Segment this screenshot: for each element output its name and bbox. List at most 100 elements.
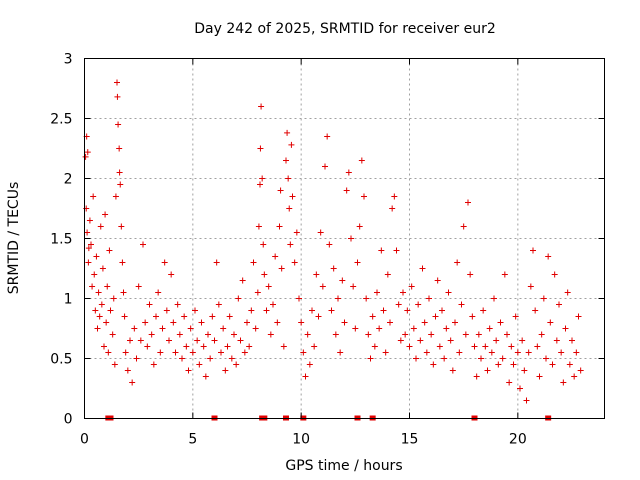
data-point <box>90 193 97 200</box>
data-point <box>469 313 476 320</box>
data-point <box>280 343 287 350</box>
data-point <box>332 331 339 338</box>
data-point <box>478 355 484 362</box>
data-point <box>387 319 393 326</box>
data-point <box>252 325 259 332</box>
y-axis-label: SRMTID / TECUs <box>6 182 22 295</box>
data-point <box>428 331 435 338</box>
data-point <box>103 319 110 326</box>
x-tick-label: 0 <box>80 432 89 448</box>
data-point <box>287 241 294 248</box>
y-axis-ticks: 0 0.5 1 1.5 2 2.5 3 <box>50 52 605 428</box>
data-point <box>237 337 244 344</box>
data-point <box>517 385 523 392</box>
data-point <box>376 325 383 332</box>
data-point <box>112 193 119 200</box>
data-point <box>571 373 578 380</box>
data-point <box>111 361 118 368</box>
data-point <box>289 193 296 200</box>
data-point <box>86 217 93 224</box>
data-point <box>389 205 396 212</box>
data-point <box>410 325 417 332</box>
data-point <box>317 229 324 236</box>
data-point <box>348 235 354 242</box>
data-point <box>213 259 220 266</box>
data-point <box>380 307 387 314</box>
data-point <box>196 361 203 368</box>
data-point <box>569 337 575 344</box>
data-point <box>491 295 497 302</box>
data-point <box>415 301 422 308</box>
data-point <box>88 241 94 248</box>
data-point <box>378 247 385 254</box>
data-point <box>374 289 380 296</box>
data-point <box>189 349 196 356</box>
data-point <box>499 355 506 362</box>
data-point <box>89 283 96 290</box>
data-point <box>456 349 463 356</box>
data-point <box>551 271 558 278</box>
data-point <box>413 355 419 362</box>
data-point <box>121 313 128 320</box>
data-point <box>369 313 376 320</box>
y-tick-label: 3 <box>64 52 73 68</box>
data-point <box>443 325 450 332</box>
data-point <box>408 283 415 290</box>
data-point <box>393 247 400 254</box>
data-point <box>482 343 489 350</box>
data-point <box>272 253 279 260</box>
data-point <box>365 331 372 338</box>
data-point <box>495 361 502 368</box>
data-point <box>101 343 107 350</box>
data-point <box>122 349 129 356</box>
data-point <box>115 121 122 128</box>
data-point <box>235 295 242 302</box>
data-point <box>439 307 445 314</box>
data-point <box>324 133 331 140</box>
data-point <box>397 337 404 344</box>
data-point <box>205 331 211 338</box>
data-point <box>371 343 378 350</box>
data-point <box>384 271 391 278</box>
data-point <box>176 331 183 338</box>
data-point <box>259 175 266 182</box>
data-point <box>356 223 363 230</box>
data-point <box>155 289 162 296</box>
data-point <box>445 289 452 296</box>
data-point <box>315 313 322 320</box>
data-point <box>157 349 164 356</box>
data-point <box>475 331 482 338</box>
data-point <box>172 349 179 356</box>
data-point <box>547 319 554 326</box>
data-point <box>244 319 250 326</box>
data-point <box>265 283 272 290</box>
data-point <box>395 301 402 308</box>
data-point <box>286 205 293 212</box>
data-point <box>118 223 125 230</box>
data-point <box>556 301 562 308</box>
data-point <box>148 331 155 338</box>
data-point <box>423 349 430 356</box>
data-point <box>202 373 209 380</box>
data-point <box>311 343 318 350</box>
data-point <box>306 361 313 368</box>
data-point <box>436 343 443 350</box>
data-point <box>250 259 257 266</box>
data-point <box>354 259 361 266</box>
data-point <box>460 223 467 230</box>
data-point <box>117 181 124 188</box>
data-point <box>166 337 172 344</box>
data-point <box>454 259 461 266</box>
data-point <box>218 349 224 356</box>
data-point <box>508 343 515 350</box>
data-point <box>575 313 582 320</box>
data-point <box>129 379 136 386</box>
data-point <box>304 331 311 338</box>
data-point <box>131 325 138 332</box>
data-point <box>211 337 218 344</box>
data-point <box>161 259 168 266</box>
data-point <box>434 277 441 284</box>
data-point <box>449 367 456 374</box>
data-point <box>257 181 263 188</box>
data-point <box>183 343 190 350</box>
